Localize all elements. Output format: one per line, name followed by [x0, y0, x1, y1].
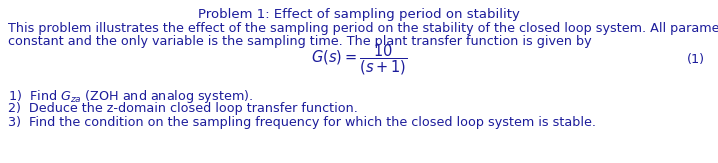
Text: constant and the only variable is the sampling time. The plant transfer function: constant and the only variable is the sa… — [8, 35, 592, 48]
Text: This problem illustrates the effect of the sampling period on the stability of t: This problem illustrates the effect of t… — [8, 22, 718, 35]
Text: Problem 1: Effect of sampling period on stability: Problem 1: Effect of sampling period on … — [198, 8, 520, 21]
Text: 2)  Deduce the z-domain closed loop transfer function.: 2) Deduce the z-domain closed loop trans… — [8, 102, 358, 115]
Text: 3)  Find the condition on the sampling frequency for which the closed loop syste: 3) Find the condition on the sampling fr… — [8, 116, 596, 129]
Text: (1): (1) — [687, 53, 705, 67]
Text: $G(s) = \dfrac{10}{(s+1)}$: $G(s) = \dfrac{10}{(s+1)}$ — [311, 43, 407, 77]
Text: 1)  Find $G_{za}$ (ZOH and analog system).: 1) Find $G_{za}$ (ZOH and analog system)… — [8, 88, 253, 105]
